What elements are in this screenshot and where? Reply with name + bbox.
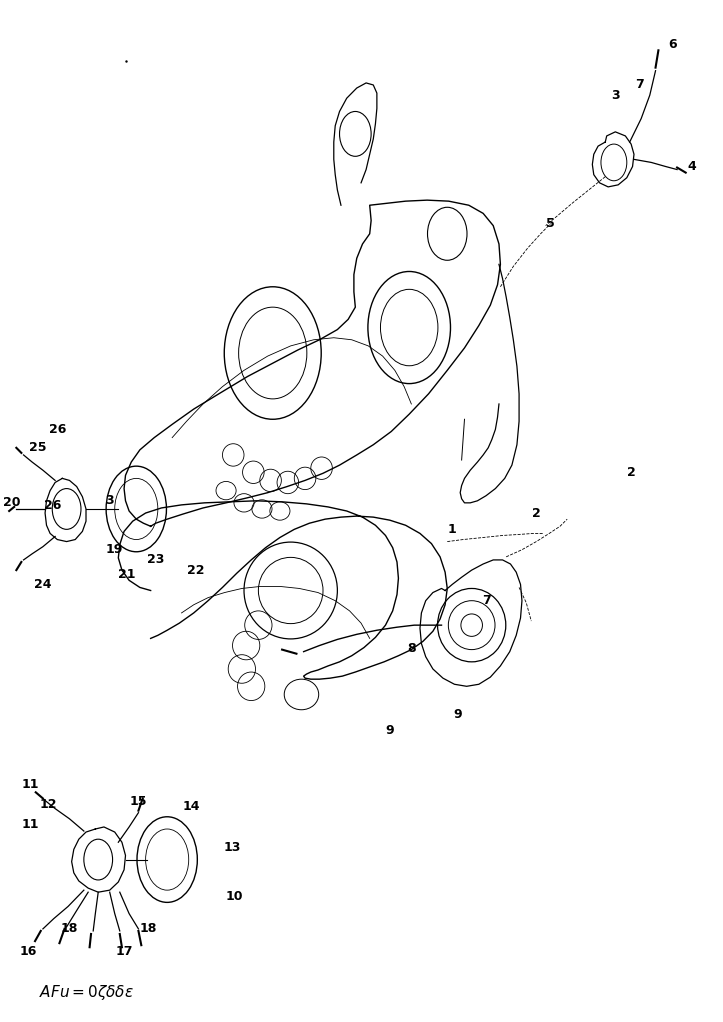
- Text: 11: 11: [22, 778, 40, 791]
- Text: 7: 7: [635, 79, 643, 91]
- Text: 2: 2: [532, 507, 541, 519]
- Text: 15: 15: [129, 795, 147, 808]
- Text: 18: 18: [140, 923, 157, 935]
- Text: 22: 22: [187, 563, 205, 576]
- Text: 10: 10: [226, 890, 244, 902]
- Text: 16: 16: [20, 944, 38, 958]
- Text: 4: 4: [687, 160, 696, 173]
- Text: 25: 25: [29, 442, 47, 455]
- Text: 7: 7: [482, 594, 490, 607]
- Text: 13: 13: [223, 841, 241, 853]
- Text: 12: 12: [39, 798, 56, 811]
- Text: 2: 2: [628, 466, 636, 478]
- Text: 11: 11: [22, 819, 40, 832]
- Text: 20: 20: [4, 497, 21, 509]
- Text: 21: 21: [118, 567, 136, 580]
- Text: 18: 18: [61, 923, 78, 935]
- Text: 5: 5: [547, 217, 555, 230]
- Text: 17: 17: [116, 944, 133, 958]
- Text: 26: 26: [48, 423, 66, 436]
- Text: 19: 19: [106, 544, 124, 556]
- Text: 3: 3: [106, 495, 114, 507]
- Text: 3: 3: [611, 89, 620, 101]
- Text: 8: 8: [407, 642, 416, 655]
- Text: $\mathit{AFu = 0\zeta\delta\delta\varepsilon}$: $\mathit{AFu = 0\zeta\delta\delta\vareps…: [39, 983, 134, 1003]
- Text: 26: 26: [43, 500, 61, 512]
- Text: 14: 14: [183, 800, 200, 814]
- Text: 1: 1: [448, 523, 457, 536]
- Text: 24: 24: [34, 577, 51, 591]
- Text: 6: 6: [669, 38, 677, 51]
- Text: 9: 9: [385, 724, 394, 737]
- Text: 23: 23: [147, 554, 164, 566]
- Text: 9: 9: [453, 708, 461, 722]
